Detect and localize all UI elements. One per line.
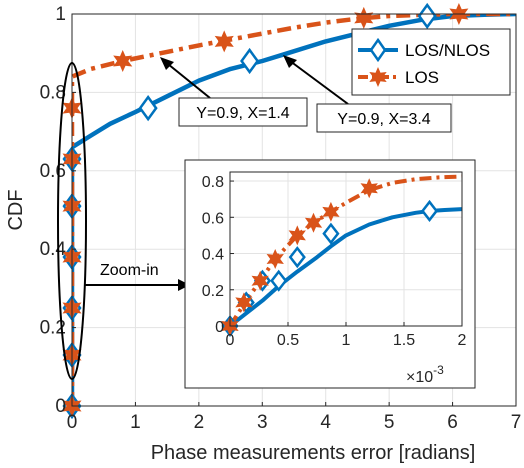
annot-arrow-los	[162, 59, 211, 99]
inset-x-exponent-base: ×10	[406, 369, 433, 386]
data-point-los	[235, 292, 253, 313]
data-point-los	[113, 50, 133, 72]
legend-item-los-nlos: LOS/NLOS	[358, 37, 490, 63]
x-axis-label: Phase measurements error [radians]	[151, 442, 476, 464]
data-point-los-nlos	[417, 2, 437, 30]
data-point-los-nlos	[322, 222, 340, 245]
zoom-arrowhead	[178, 279, 190, 291]
inset-markers	[221, 178, 439, 338]
x-tick-label: 2	[194, 412, 205, 433]
zoom-ellipse	[57, 62, 87, 380]
zoom-in-label: Zoom-in	[100, 262, 159, 279]
x-tick-label: 1.5	[393, 332, 415, 349]
y-tick-label: 0.6	[40, 161, 66, 182]
data-point-los-nlos	[420, 199, 439, 222]
data-point-los	[288, 225, 306, 246]
annot-arrowhead-nlos	[283, 55, 297, 68]
annotations: Y=0.9, X=1.4 Y=0.9, X=3.4 Zoom-in	[84, 55, 452, 291]
y-tick-label: 0.4	[40, 239, 67, 260]
inset-x-exponent: ×10-3	[406, 363, 444, 386]
x-tick-label: 7	[511, 412, 522, 433]
annot-text-nlos: Y=0.9, X=3.4	[337, 111, 431, 128]
y-tick-label: 0.6	[202, 210, 224, 227]
series-line-los	[72, 14, 516, 406]
series-line-los-nlos	[72, 14, 516, 406]
legend-item-los: LOS	[358, 67, 439, 87]
annot-box-los	[178, 97, 308, 127]
y-tick-label: 0	[55, 396, 66, 417]
inset-plot: 0 0.5 1 1.5 2 0 0.2 0.4 0.6 0.8 ×10-3	[184, 159, 476, 389]
x-tick-label: 3	[257, 412, 268, 433]
data-point-los	[360, 178, 378, 199]
y-tick-label: 1	[55, 4, 66, 25]
data-point-los	[266, 249, 284, 269]
y-tick-label: 0.4	[202, 247, 224, 264]
x-tick-label: 1	[342, 332, 351, 349]
data-point-los	[354, 6, 374, 29]
data-point-los-nlos	[288, 246, 306, 269]
annot-box-nlos	[316, 103, 452, 133]
data-point-los	[251, 270, 269, 291]
data-point-los	[304, 212, 323, 233]
main-series	[72, 14, 516, 406]
legend-label-los: LOS	[405, 68, 439, 87]
legend-marker-los-nlos	[369, 37, 387, 63]
annot-arrowhead-los	[160, 57, 174, 70]
x-tick-label: 4	[320, 412, 331, 433]
x-tick-label: 6	[447, 412, 458, 433]
y-tick-label: 0.8	[202, 174, 224, 191]
y-tick-label: 0	[215, 319, 224, 336]
data-point-los	[322, 201, 340, 222]
x-tick-label: 0	[67, 412, 78, 433]
y-tick-label: 0.2	[40, 318, 66, 339]
data-point-los-nlos	[240, 47, 260, 75]
data-point-los	[214, 30, 234, 53]
legend: LOS/NLOS LOS	[351, 28, 511, 96]
inset-ticks: 0 0.5 1 1.5 2 0 0.2 0.4 0.6 0.8	[202, 174, 467, 349]
y-axis-label: CDF	[5, 189, 27, 230]
data-point-los-nlos	[138, 94, 158, 122]
annot-text-los: Y=0.9, X=1.4	[196, 105, 290, 122]
inset-x-exponent-power: -3	[433, 363, 444, 377]
y-tick-label: 0.2	[202, 283, 224, 300]
legend-marker-los	[369, 67, 387, 87]
data-point-los-nlos	[270, 269, 288, 292]
main-ticks: 0 1 2 3 4 5 6 7 0 0.2 0.4 0.6 0.8 1	[40, 4, 522, 433]
x-tick-label: 5	[384, 412, 395, 433]
main-plot-frame	[71, 13, 517, 407]
annot-arrow-nlos	[285, 57, 349, 105]
x-tick-label: 0	[226, 332, 235, 349]
x-tick-label: 1	[130, 412, 141, 433]
legend-label-los-nlos: LOS/NLOS	[405, 41, 490, 60]
x-tick-label: 0.5	[277, 332, 299, 349]
x-tick-label: 2	[458, 332, 467, 349]
y-tick-label: 0.8	[40, 82, 66, 103]
